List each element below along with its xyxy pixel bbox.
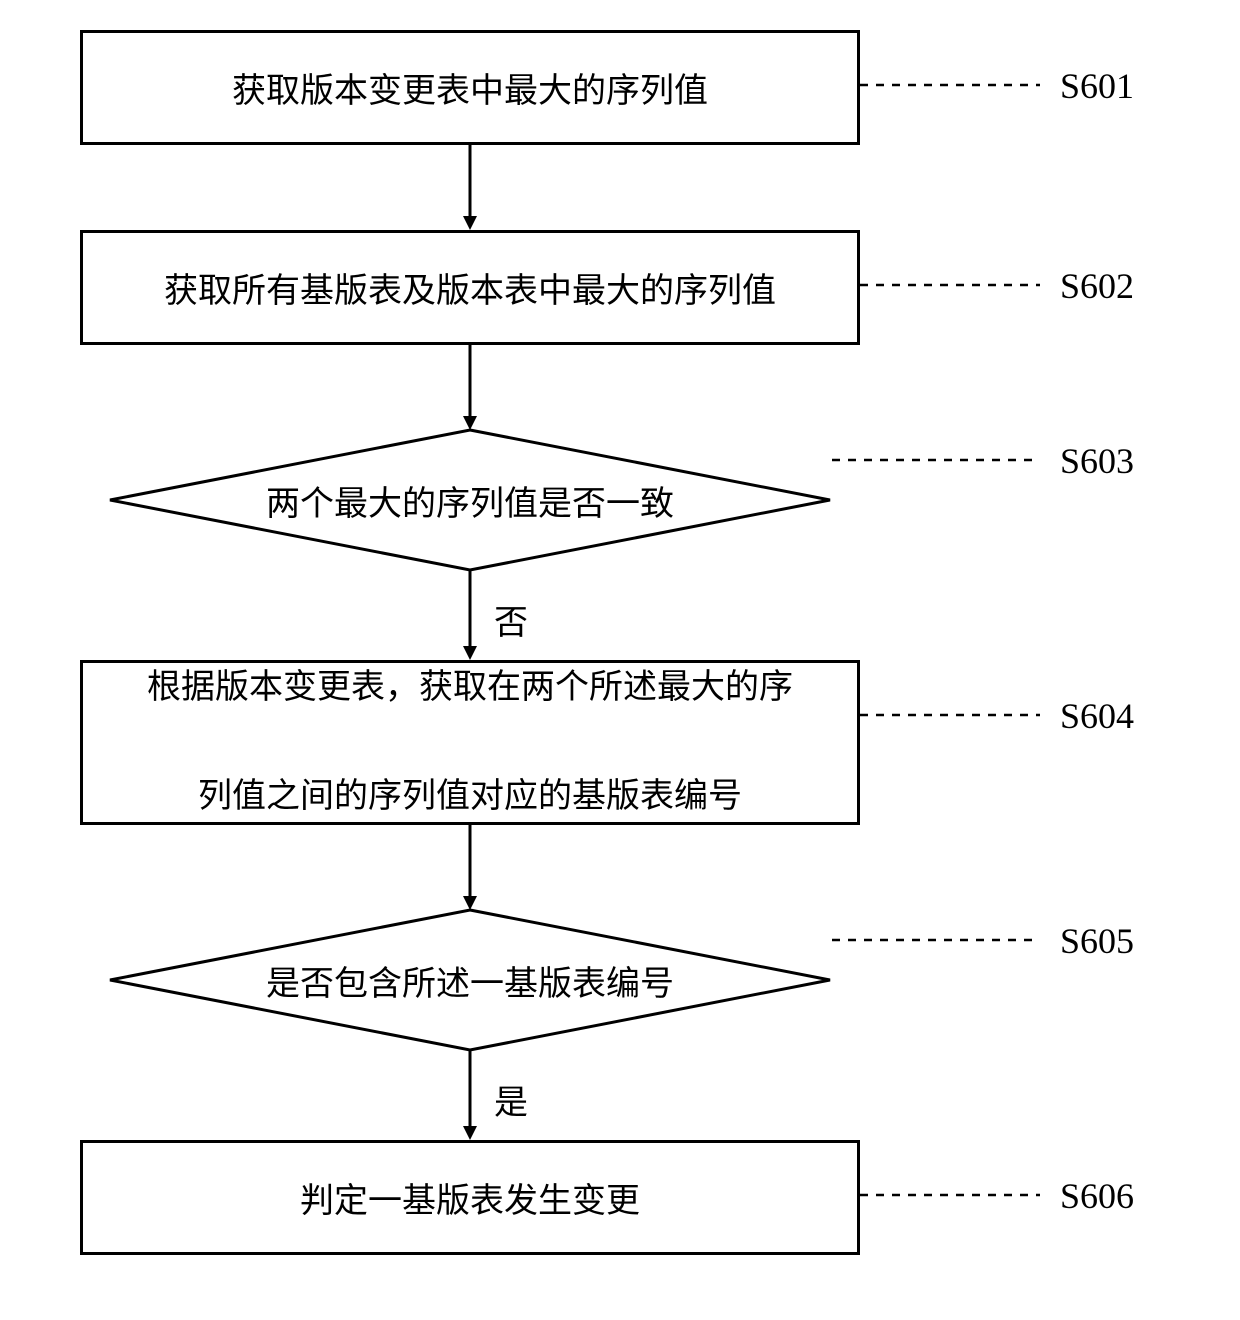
step-label-s601: S601: [1060, 65, 1134, 107]
step-label-s605: S605: [1060, 920, 1134, 962]
node-s603-shape: [110, 430, 830, 570]
step-label-s604: S604: [1060, 695, 1134, 737]
node-s605-shape: [110, 910, 830, 1050]
edge-5-label: 是: [490, 1075, 532, 1124]
step-label-s603: S603: [1060, 440, 1134, 482]
step-label-s602: S602: [1060, 265, 1134, 307]
step-label-s606: S606: [1060, 1175, 1134, 1217]
edge-3-label: 否: [490, 595, 532, 644]
flowchart-svg: [0, 0, 1240, 1320]
flowchart-canvas: 获取版本变更表中最大的序列值 获取所有基版表及版本表中最大的序列值 根据版本变更…: [0, 0, 1240, 1320]
